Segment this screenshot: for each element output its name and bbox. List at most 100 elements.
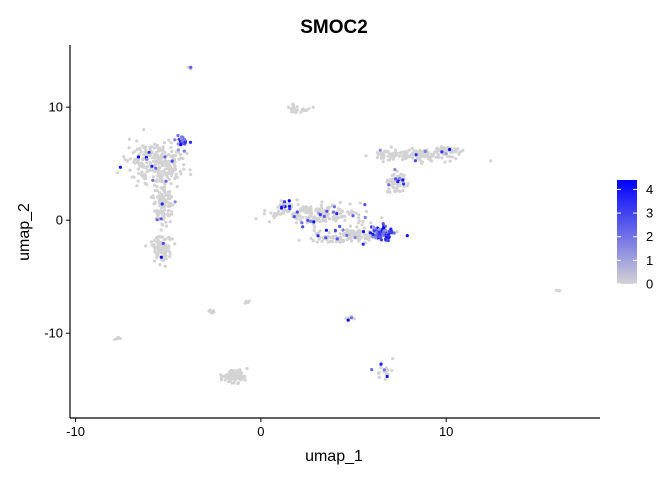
- cell-point: [423, 149, 427, 153]
- cell-point: [397, 154, 401, 158]
- cell-point: [179, 172, 183, 176]
- cell-point: [170, 149, 174, 154]
- cell-point: [162, 141, 166, 145]
- cell-point: [298, 207, 302, 211]
- cell-point: [405, 184, 409, 188]
- cell-point: [345, 210, 349, 214]
- cell-point: [388, 190, 392, 194]
- cell-point: [267, 220, 272, 224]
- cell-point: [173, 200, 177, 204]
- cell-point: [222, 374, 226, 378]
- cell-point: [155, 218, 159, 222]
- cell-point: [143, 174, 147, 178]
- cell-point: [392, 186, 396, 190]
- cell-point: [382, 368, 386, 372]
- cell-point: [361, 242, 365, 246]
- cell-point: [320, 206, 324, 210]
- cell-point: [179, 143, 183, 147]
- cell-point: [309, 219, 313, 224]
- cell-point: [123, 158, 127, 162]
- cell-point: [334, 234, 338, 238]
- cell-point: [155, 188, 159, 192]
- cell-point: [164, 200, 168, 204]
- cell-point: [335, 237, 339, 241]
- cell-point: [446, 154, 450, 158]
- cell-point: [396, 180, 400, 184]
- cell-point: [377, 227, 381, 231]
- cell-point: [153, 246, 157, 251]
- cell-point: [168, 165, 172, 169]
- cell-point: [161, 180, 165, 184]
- cell-point: [152, 169, 156, 173]
- cell-point: [186, 65, 190, 69]
- cell-point: [385, 190, 390, 194]
- cell-point: [207, 309, 211, 313]
- cell-point: [157, 190, 161, 194]
- cell-point: [179, 152, 183, 156]
- cell-point: [371, 225, 375, 229]
- cell-point: [394, 177, 398, 181]
- cell-point: [443, 146, 447, 150]
- cell-point: [379, 365, 383, 370]
- cell-point: [383, 237, 388, 241]
- x-axis-ticks: -10 0 10: [66, 418, 453, 439]
- cell-point: [239, 371, 243, 375]
- cell-point: [345, 233, 349, 237]
- cell-point: [440, 150, 444, 154]
- cell-point: [318, 213, 322, 217]
- cell-point: [301, 215, 305, 219]
- cell-point: [378, 148, 382, 152]
- cell-point: [147, 150, 151, 154]
- cell-point: [183, 137, 187, 142]
- cell-point: [176, 142, 180, 146]
- cell-point: [339, 235, 343, 239]
- cell-point: [159, 228, 163, 232]
- cell-point: [127, 137, 131, 141]
- cell-point: [309, 208, 313, 212]
- cell-point: [173, 160, 177, 164]
- cell-point: [132, 160, 136, 164]
- cell-point: [166, 167, 170, 171]
- cell-point: [135, 147, 139, 151]
- cell-point: [236, 381, 240, 385]
- cell-point: [423, 152, 427, 156]
- cell-point: [401, 188, 405, 193]
- cell-point: [239, 374, 243, 378]
- cell-point: [395, 230, 399, 234]
- legend-tick-label: 4: [646, 182, 653, 197]
- cell-point: [348, 224, 353, 228]
- cell-point: [158, 176, 162, 181]
- cell-point: [410, 146, 414, 150]
- cell-point: [170, 237, 174, 241]
- cell-point: [142, 153, 146, 157]
- cell-point: [341, 232, 346, 236]
- cell-point: [435, 146, 439, 150]
- cell-point: [379, 153, 383, 157]
- cell-point: [135, 139, 139, 143]
- cell-point: [155, 143, 159, 147]
- cell-point: [286, 209, 290, 214]
- cell-point: [362, 226, 366, 230]
- cell-point: [152, 259, 157, 263]
- cell-point: [128, 168, 132, 172]
- cell-point: [154, 159, 158, 163]
- cell-point: [386, 239, 390, 243]
- cell-point: [389, 155, 393, 160]
- cell-point: [159, 186, 163, 190]
- cell-point: [338, 212, 342, 216]
- cell-point: [364, 154, 368, 158]
- cell-point: [164, 224, 169, 228]
- cell-point: [140, 170, 144, 174]
- cell-point: [239, 377, 244, 381]
- cell-point: [389, 230, 393, 234]
- cell-point: [163, 160, 167, 164]
- cell-point: [418, 148, 422, 152]
- cell-point: [167, 246, 171, 250]
- cell-point: [368, 231, 372, 235]
- cell-point: [161, 170, 165, 174]
- cell-point: [448, 155, 452, 159]
- cell-point: [425, 153, 430, 157]
- cell-point: [420, 150, 424, 154]
- y-tick-label: 10: [49, 100, 63, 115]
